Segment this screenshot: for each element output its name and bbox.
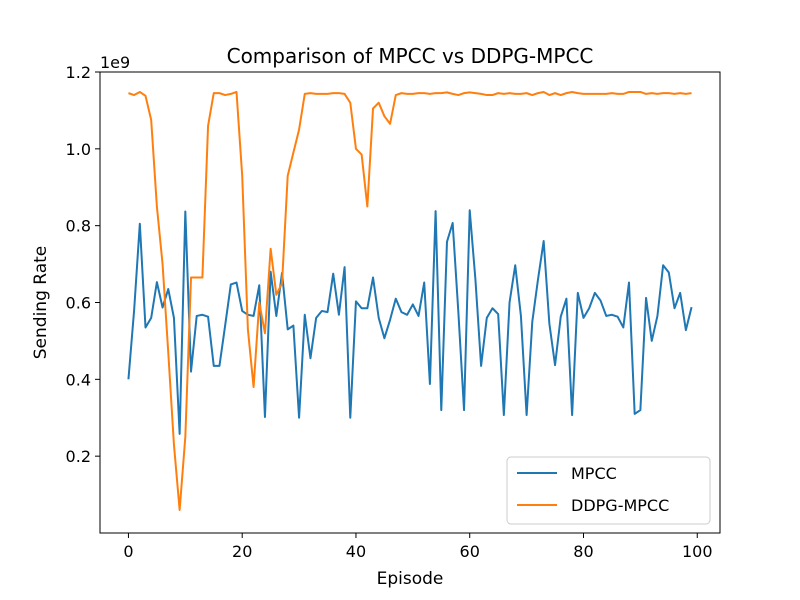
legend: MPCC DDPG-MPCC (506, 456, 711, 525)
series-line-mpcc (127, 209, 693, 435)
plot-frame (99, 71, 721, 534)
x-tick-label: 0 (123, 542, 133, 561)
chart-title: Comparison of MPCC vs DDPG-MPCC (227, 44, 594, 68)
x-tick-label: 40 (346, 542, 366, 561)
axis-ticks: 0 20 40 60 80 100 0.2 0.4 0.6 0.8 1.0 1.2 (66, 63, 713, 561)
x-axis-label: Episode (377, 569, 444, 589)
y-tick-label: 0.4 (66, 370, 91, 389)
y-tick-label: 0.2 (66, 447, 91, 466)
y-tick-label: 1.0 (66, 140, 91, 159)
legend-ddpg-mpcc-label: DDPG-MPCC (571, 496, 669, 515)
legend-mpcc-label: MPCC (571, 464, 617, 483)
y-tick-label: 0.6 (66, 294, 91, 313)
x-tick-label: 60 (460, 542, 480, 561)
y-tick-label: 1.2 (66, 63, 91, 82)
series-line-ddpg-mpcc (128, 90, 692, 511)
legend-box (506, 456, 711, 525)
x-tick-label: 100 (682, 542, 713, 561)
y-axis-scale-factor: 1e9 (100, 53, 130, 72)
y-tick-label: 0.8 (66, 217, 91, 236)
x-tick-label: 20 (232, 542, 252, 561)
series-lines (127, 90, 693, 511)
y-axis-label: Sending Rate (31, 246, 51, 360)
x-tick-label: 80 (573, 542, 593, 561)
